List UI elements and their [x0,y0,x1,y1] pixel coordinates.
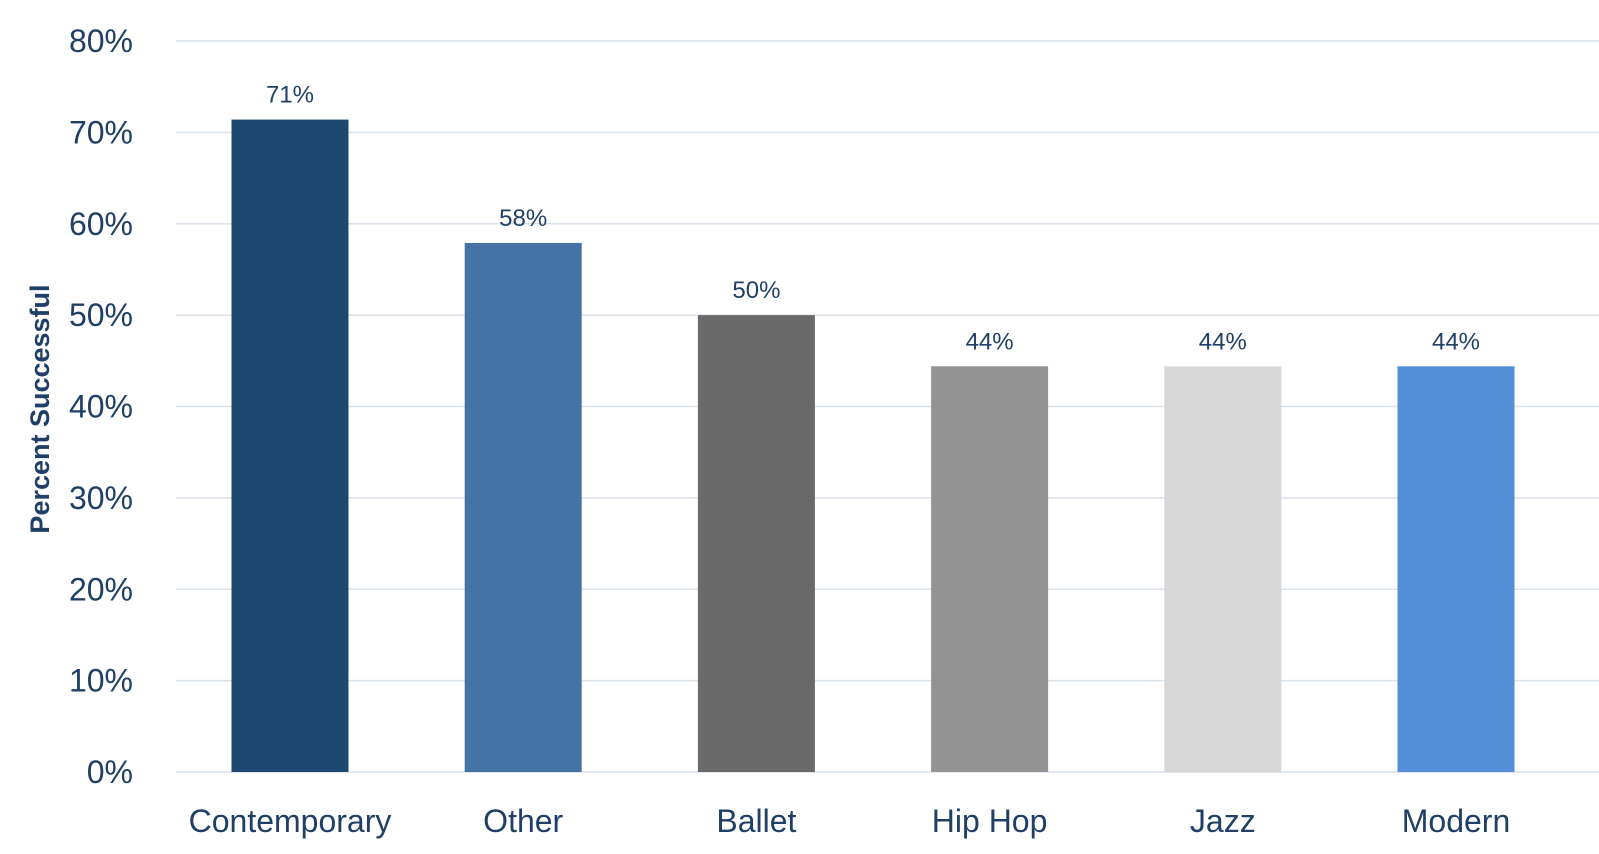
y-tick-label: 50% [69,297,133,333]
data-labels: 71% 58% 50% 44% 44% 44% [266,82,1480,356]
bar [697,315,815,772]
y-tick-label: 0% [87,754,133,790]
x-tick-label: Hip Hop [932,803,1048,839]
data-label: 44% [966,328,1014,355]
y-tick-label: 80% [69,23,133,59]
y-tick-label: 60% [69,206,133,242]
x-tick-label: Other [483,803,563,839]
y-tick-label: 20% [69,571,133,607]
x-tick-label: Contemporary [189,803,392,839]
data-label: 71% [266,82,314,109]
gridlines [176,40,1599,773]
y-axis-title: Percent Successful [25,284,55,533]
bar [931,366,1049,772]
data-label: 58% [499,205,547,232]
bar [1164,366,1282,772]
x-axis-tick-labels: Contemporary Other Ballet Hip Hop Jazz Modern [189,803,1511,839]
x-tick-label: Modern [1402,803,1511,839]
data-label: 44% [1432,328,1480,355]
x-tick-label: Ballet [716,803,796,839]
y-axis-tick-labels: 0% 10% 20% 30% 40% 50% 60% 70% 80% [69,23,133,790]
data-label: 50% [732,277,780,304]
bar [231,119,349,772]
y-tick-label: 70% [69,114,133,150]
data-label: 44% [1199,328,1247,355]
y-tick-label: 40% [69,389,133,425]
bar [464,242,582,773]
y-tick-label: 10% [69,663,133,699]
bars [231,119,1515,773]
x-tick-label: Jazz [1190,803,1256,839]
bar [1397,366,1515,772]
y-tick-label: 30% [69,480,133,516]
